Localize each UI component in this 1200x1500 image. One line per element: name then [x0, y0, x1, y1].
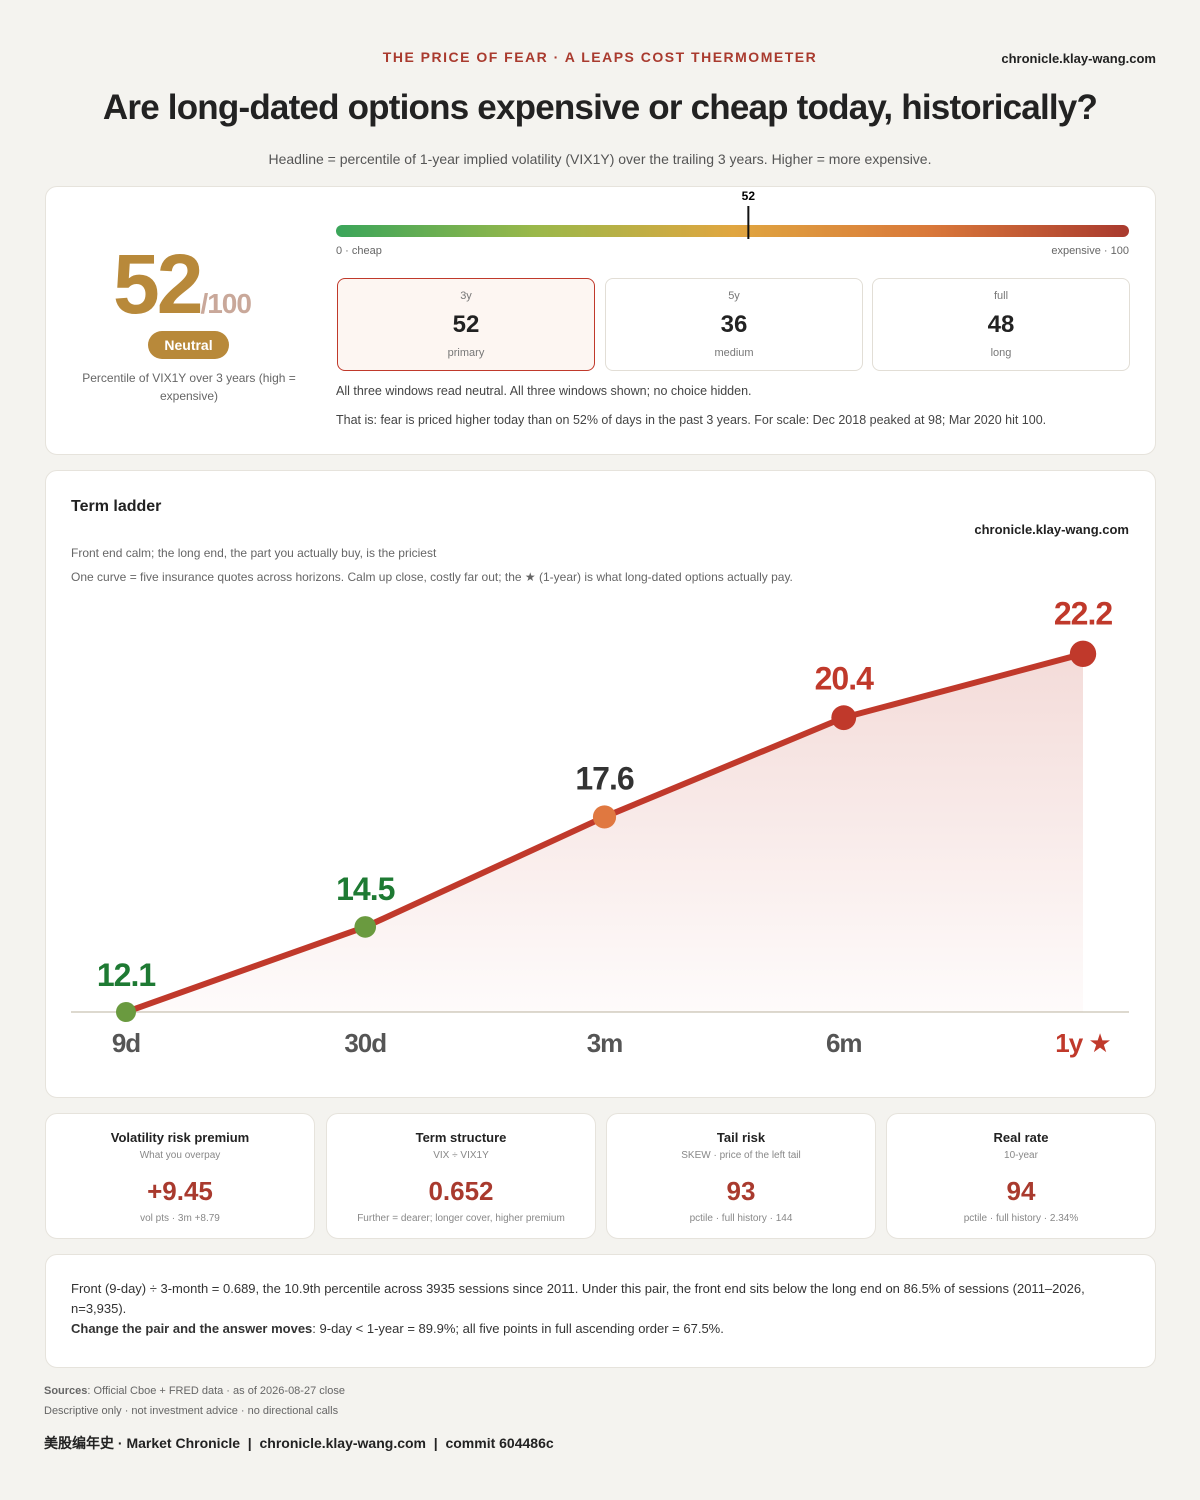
- metric-note: Further = dearer; longer cover, higher p…: [357, 1213, 565, 1224]
- metric-subtitle: VIX ÷ VIX1Y: [433, 1150, 489, 1161]
- metric-card: Volatility risk premium What you overpay +…: [45, 1113, 315, 1239]
- point: [831, 705, 857, 731]
- gauge-min: 0 · cheap: [336, 245, 382, 257]
- data-label: 17.6: [575, 760, 633, 796]
- score-value: 52: [113, 237, 203, 331]
- metric-note: vol pts · 3m +8.79: [140, 1213, 220, 1224]
- metric-value: +9.45: [147, 1176, 213, 1206]
- metric-subtitle: What you overpay: [139, 1150, 221, 1161]
- window-label: 5y: [728, 290, 740, 302]
- area: [126, 653, 1083, 1012]
- metric-subtitle: SKEW · price of the left tail: [681, 1150, 801, 1161]
- window-label: 3y: [460, 290, 472, 302]
- notes-text: Front (9-day) ÷ 3-month = 0.689, the 10.…: [71, 1281, 1085, 1316]
- data-label: 20.4: [815, 660, 874, 696]
- metric-title: Term structure: [415, 1130, 507, 1145]
- score-caption: Percentile of VIX1Y over 3 years (high =…: [82, 371, 296, 403]
- sources: Sources: Official Cboe + FRED data · as …: [44, 1385, 345, 1397]
- window-note: primary: [447, 347, 485, 359]
- metric-card: Term structure VIX ÷ VIX1Y 0.652 Further = …: [326, 1113, 596, 1239]
- x-tick-label: 6m: [826, 1028, 862, 1058]
- window-value: 52: [452, 311, 480, 338]
- point: [1069, 640, 1097, 668]
- metric-card: Tail risk SKEW · price of the left tail 93…: [606, 1113, 876, 1239]
- metric-value: 0.652: [428, 1176, 494, 1206]
- window-value: 48: [987, 311, 1015, 338]
- point: [592, 805, 617, 829]
- disclaimer: Descriptive only · not investment advice…: [44, 1405, 339, 1417]
- metric-title: Real rate: [993, 1130, 1049, 1145]
- metric-note: pctile · full history · 144: [689, 1213, 793, 1224]
- chart-subtitle: One curve = five insurance quotes across…: [71, 570, 793, 584]
- sources-label: Sources: [44, 1385, 88, 1397]
- data-label: 14.5: [336, 871, 394, 907]
- window-card: 3y 52 primary: [337, 278, 595, 371]
- notes-bold: Change the pair and the answer moves: [71, 1321, 313, 1336]
- data-label: 12.1: [97, 957, 155, 993]
- chart-subtitle: Front end calm; the long end, the part y…: [71, 546, 437, 560]
- metric-title: Volatility risk premium: [110, 1130, 250, 1145]
- x-tick-label: 9d: [112, 1028, 140, 1058]
- notes-rest: : 9-day < 1-year = 89.9%; all five point…: [312, 1321, 724, 1336]
- notes-card: [45, 1254, 1156, 1368]
- site: chronicle.klay-wang.com: [1001, 51, 1156, 66]
- metric-value: 94: [1006, 1176, 1036, 1206]
- metric-title: Tail risk: [716, 1130, 766, 1145]
- metric-card: Real rate 10-year 94 pctile · full history …: [886, 1113, 1156, 1239]
- metric-note: pctile · full history · 2.34%: [963, 1213, 1079, 1224]
- subtitle: Headline = percentile of 1-year implied …: [268, 151, 932, 167]
- metric-subtitle: 10-year: [1004, 1150, 1038, 1161]
- metric-value: 93: [726, 1176, 756, 1206]
- gauge-marker-label: 52: [742, 189, 756, 203]
- x-tick-label: 1y ★: [1055, 1028, 1110, 1058]
- watermark: chronicle.klay-wang.com: [974, 522, 1129, 537]
- window-note: medium: [714, 347, 754, 359]
- badge: Neutral: [148, 331, 229, 359]
- window-note: long: [990, 347, 1012, 359]
- notes: Front (9-day) ÷ 3-month = 0.689, the 10.…: [71, 1279, 1121, 1339]
- kicker: THE PRICE OF FEAR · A LEAPS COST THERMOM…: [382, 49, 818, 65]
- point: [116, 1002, 136, 1022]
- window-summary: All three windows read neutral. All thre…: [336, 384, 752, 398]
- window-value: 36: [720, 311, 748, 338]
- chart-title: Term ladder: [71, 498, 162, 515]
- chart: 12.1 9d 14.5 30d 17.6 3m 20.4 6m 22.2 1y ★: [71, 596, 1129, 1058]
- score-suffix: /100: [200, 288, 251, 319]
- window-card: full 48 long: [872, 278, 1130, 371]
- gauge-max: expensive · 100: [1051, 245, 1129, 257]
- gauge-bar: [336, 225, 1129, 237]
- credit: 美股编年史 · Market Chronicle | chronicle.kla…: [44, 1435, 554, 1451]
- gauge: 0 · cheap expensive · 100 52: [336, 189, 1129, 257]
- score: 52/100: [113, 236, 252, 333]
- window-label: full: [993, 290, 1009, 302]
- window-card: 5y 36 medium: [605, 278, 863, 371]
- data-label: 22.2: [1054, 596, 1112, 632]
- x-tick-label: 3m: [587, 1028, 623, 1058]
- x-tick-label: 30d: [344, 1028, 386, 1058]
- window-explain: That is: fear is priced higher today tha…: [336, 413, 1047, 427]
- point: [354, 916, 377, 938]
- title: Are long-dated options expensive or chea…: [102, 88, 1098, 127]
- sources-text: : Official Cboe + FRED data · as of 2026…: [87, 1385, 345, 1397]
